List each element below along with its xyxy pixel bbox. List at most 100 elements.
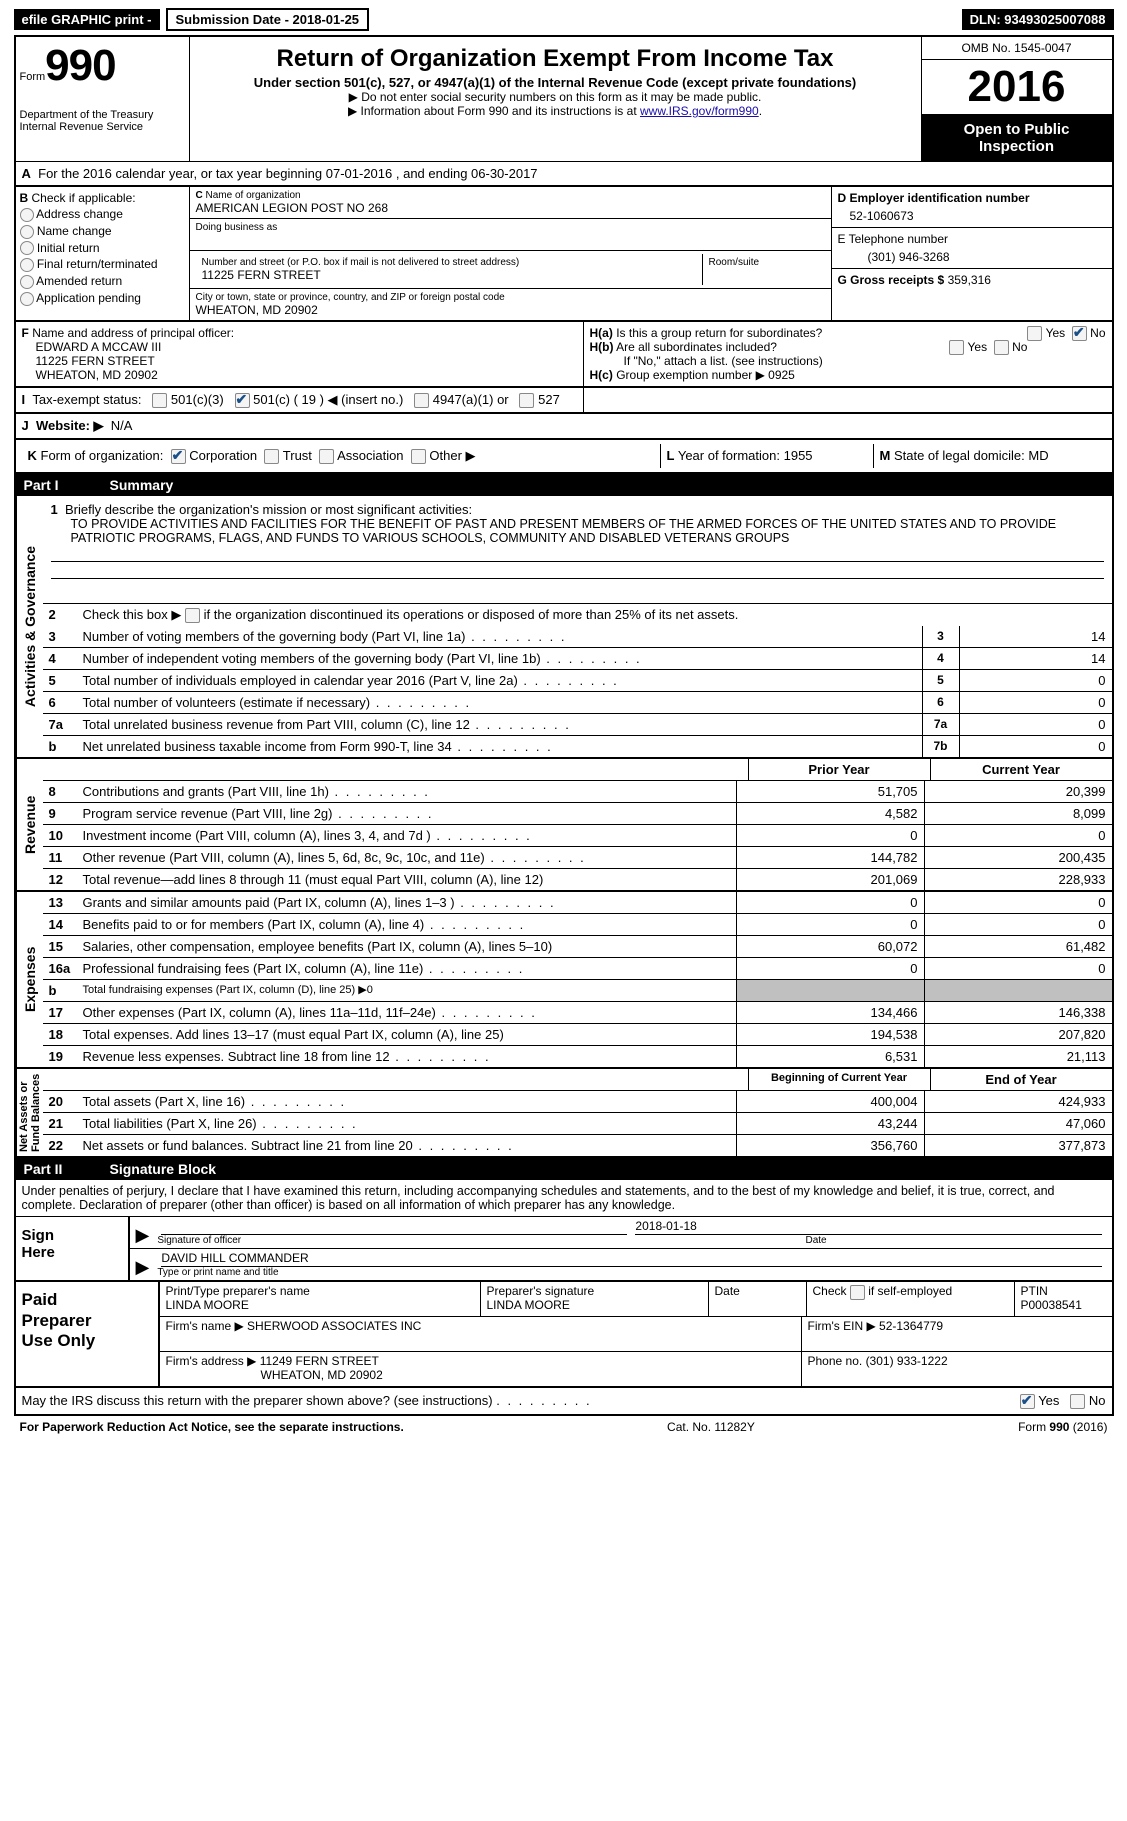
line-14-current: 0	[924, 914, 1112, 935]
ln: 8	[43, 781, 79, 802]
expenses-section: Expenses 13Grants and similar amounts pa…	[14, 892, 1114, 1069]
opt-name-change[interactable]: Name change	[20, 224, 185, 239]
self-employed-checkbox[interactable]	[850, 1285, 865, 1300]
line-22-text: Net assets or fund balances. Subtract li…	[79, 1135, 736, 1156]
officer-label: Name and address of principal officer:	[32, 326, 234, 340]
phone-value: (301) 946-3268	[838, 246, 1106, 264]
opt-label: 527	[538, 392, 560, 407]
ln: 17	[43, 1002, 79, 1023]
line-11-prior: 144,782	[736, 847, 924, 868]
section-f: F Name and address of principal officer:…	[16, 322, 584, 386]
line-7b-text: Net unrelated business taxable income fr…	[79, 736, 922, 757]
501c-checkbox[interactable]	[235, 393, 250, 408]
trust-checkbox[interactable]	[264, 449, 279, 464]
paperwork-notice: For Paperwork Reduction Act Notice, see …	[20, 1420, 404, 1434]
ln: 22	[43, 1135, 79, 1156]
irs-yes-checkbox[interactable]	[1020, 1394, 1035, 1409]
top-bar: efile GRAPHIC print - Submission Date - …	[14, 8, 1114, 31]
city-label: City or town, state or province, country…	[196, 292, 825, 303]
officer-name: EDWARD A MCCAW III	[22, 340, 162, 354]
line-13-prior: 0	[736, 892, 924, 913]
part-1-header: Part I Summary	[14, 474, 1114, 496]
opt-initial-return[interactable]: Initial return	[20, 241, 185, 256]
line-10-current: 0	[924, 825, 1112, 846]
form-page: Form 990 (2016)	[1018, 1420, 1107, 1434]
line-9-prior: 4,582	[736, 803, 924, 824]
section-k: K Form of organization: Corporation Trus…	[22, 444, 660, 468]
officer-signature-field[interactable]	[161, 1219, 627, 1235]
org-name: AMERICAN LEGION POST NO 268	[196, 201, 825, 215]
opt-address-change[interactable]: Address change	[20, 207, 185, 222]
ln: 13	[43, 892, 79, 913]
ln: 19	[43, 1046, 79, 1067]
ln: 20	[43, 1091, 79, 1112]
hb-yes-checkbox[interactable]	[949, 340, 964, 355]
ha-yes-checkbox[interactable]	[1027, 326, 1042, 341]
line-11-current: 200,435	[924, 847, 1112, 868]
hb-no-checkbox[interactable]	[994, 340, 1009, 355]
no-label: No	[1012, 340, 1027, 354]
opt-final-return[interactable]: Final return/terminated	[20, 257, 185, 272]
line-2-text: Check this box ▶ if the organization dis…	[83, 607, 739, 622]
city-value: WHEATON, MD 20902	[196, 303, 825, 317]
expenses-tab: Expenses	[16, 892, 43, 1067]
line-1: 1 Briefly describe the organization's mi…	[43, 496, 1112, 604]
discontinued-checkbox[interactable]	[185, 608, 200, 623]
line-11-text: Other revenue (Part VIII, column (A), li…	[79, 847, 736, 868]
other-checkbox[interactable]	[411, 449, 426, 464]
ln: 10	[43, 825, 79, 846]
form-header: Form990 Department of the Treasury Inter…	[14, 35, 1114, 161]
opt-amended[interactable]: Amended return	[20, 274, 185, 289]
line-box: 4	[922, 648, 959, 669]
website-value: N/A	[111, 418, 133, 433]
website-label: Website: ▶	[36, 418, 104, 433]
ln: 12	[43, 869, 79, 890]
cat-no: Cat. No. 11282Y	[667, 1420, 755, 1434]
governance-tab: Activities & Governance	[16, 496, 43, 757]
line-6-value: 0	[959, 692, 1112, 713]
mission-label: Briefly describe the organization's miss…	[65, 502, 472, 517]
section-bcd: B Check if applicable: Address change Na…	[14, 185, 1114, 320]
ln: 14	[43, 914, 79, 935]
form-title: Return of Organization Exempt From Incom…	[196, 45, 915, 73]
page-footer: For Paperwork Reduction Act Notice, see …	[14, 1416, 1114, 1438]
domicile-value: MD	[1028, 448, 1048, 463]
line-18-text: Total expenses. Add lines 13–17 (must eq…	[79, 1024, 736, 1045]
line-13-current: 0	[924, 892, 1112, 913]
line-10-text: Investment income (Part VIII, column (A)…	[79, 825, 736, 846]
line-6-text: Total number of volunteers (estimate if …	[79, 692, 922, 713]
line-7a-value: 0	[959, 714, 1112, 735]
begin-year-header: Beginning of Current Year	[748, 1069, 930, 1090]
irs-link[interactable]: www.IRS.gov/form990	[640, 104, 759, 118]
signature-label: Signature of officer	[157, 1235, 805, 1246]
opt-label: 501(c)(3)	[171, 392, 224, 407]
line-3-value: 14	[959, 626, 1112, 647]
line-8-text: Contributions and grants (Part VIII, lin…	[79, 781, 736, 802]
part-label: Part I	[24, 477, 94, 493]
irs-no-checkbox[interactable]	[1070, 1394, 1085, 1409]
opt-label: Initial return	[37, 241, 100, 255]
527-checkbox[interactable]	[519, 393, 534, 408]
firm-phone: (301) 933-1222	[866, 1354, 948, 1368]
prep-name-label: Print/Type preparer's name	[166, 1284, 474, 1298]
prep-sig-label: Preparer's signature	[487, 1284, 702, 1298]
form-subtitle: Under section 501(c), 527, or 4947(a)(1)…	[196, 75, 915, 90]
4947-checkbox[interactable]	[414, 393, 429, 408]
opt-application-pending[interactable]: Application pending	[20, 291, 185, 306]
line-13-text: Grants and similar amounts paid (Part IX…	[79, 892, 736, 913]
line-18-prior: 194,538	[736, 1024, 924, 1045]
firm-addr2: WHEATON, MD 20902	[166, 1368, 383, 1382]
dba-label: Doing business as	[196, 222, 825, 233]
line-5-text: Total number of individuals employed in …	[79, 670, 922, 691]
501c3-checkbox[interactable]	[152, 393, 167, 408]
irs-question: May the IRS discuss this return with the…	[22, 1393, 493, 1408]
ha-no-checkbox[interactable]	[1072, 326, 1087, 341]
year-formation-value: 1955	[784, 448, 813, 463]
corp-checkbox[interactable]	[171, 449, 186, 464]
opt-label: Final return/terminated	[37, 257, 158, 271]
assoc-checkbox[interactable]	[319, 449, 334, 464]
line-7a-text: Total unrelated business revenue from Pa…	[79, 714, 922, 735]
signature-declaration: Under penalties of perjury, I declare th…	[16, 1180, 1112, 1217]
tax-status-label: Tax-exempt status:	[32, 392, 141, 407]
form-990: 990	[45, 41, 115, 90]
